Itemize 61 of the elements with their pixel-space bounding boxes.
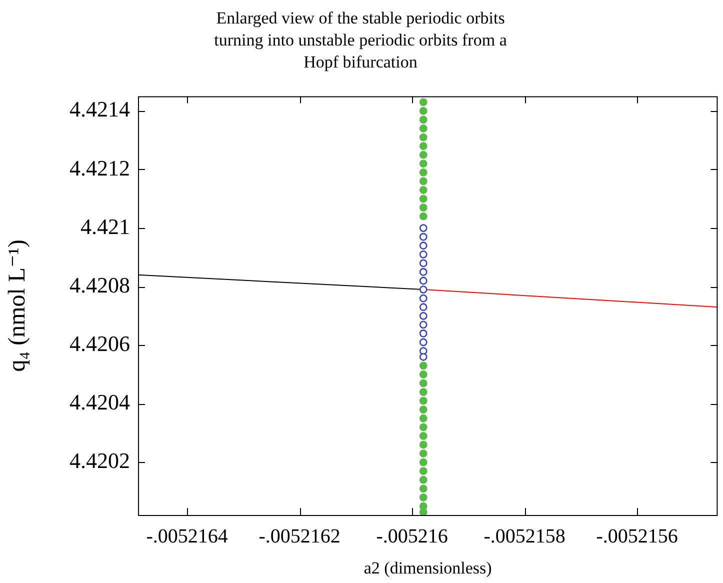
point	[419, 467, 428, 476]
x-tick-label: -.0052158	[484, 525, 566, 548]
x-tick-label: -.0052164	[146, 525, 228, 548]
point	[419, 508, 428, 515]
point	[419, 294, 428, 302]
point	[419, 303, 428, 312]
point	[419, 268, 428, 276]
point	[419, 250, 428, 258]
point	[419, 224, 428, 232]
point	[419, 186, 428, 194]
point	[419, 312, 428, 320]
point	[419, 194, 428, 203]
x-tick-label: -.0052156	[596, 525, 678, 548]
point	[419, 286, 428, 294]
point	[419, 124, 428, 132]
y-tick-label: 4.4204	[70, 390, 130, 415]
y-tick-label: 4.4212	[70, 155, 130, 180]
point	[419, 177, 428, 186]
point	[419, 476, 428, 484]
point	[419, 276, 428, 285]
point	[419, 379, 428, 388]
point	[419, 396, 428, 405]
point	[419, 414, 428, 422]
point	[419, 440, 428, 449]
point	[419, 142, 428, 150]
point	[419, 362, 428, 370]
x-tick-label: -.0052162	[258, 525, 340, 548]
point	[419, 212, 428, 220]
y-tick-label: 4.4208	[70, 272, 130, 298]
point	[419, 116, 428, 124]
y-tick-label: 4.421	[80, 214, 130, 239]
y-tick-label: 4.4214	[70, 96, 130, 122]
point	[419, 320, 428, 329]
point	[419, 98, 428, 106]
point	[419, 338, 428, 346]
point	[419, 232, 428, 241]
y-axis-title: q₄ (nmol L⁻¹)	[4, 240, 31, 372]
point	[419, 450, 428, 458]
point	[419, 432, 428, 440]
point	[419, 150, 428, 159]
chart-title: Enlarged view of the stable periodic orbits turning into unstable periodic orbits from a Hopf bifurcation	[214, 8, 508, 72]
point	[419, 370, 428, 378]
point	[419, 259, 428, 268]
point	[419, 242, 428, 250]
point	[419, 133, 428, 142]
y-tick-label: 4.4202	[70, 448, 130, 474]
point	[419, 388, 428, 396]
x-axis-title: a2 (dimensionless)	[364, 558, 492, 578]
point	[419, 458, 428, 466]
point	[419, 168, 428, 176]
point	[419, 204, 428, 212]
point	[419, 352, 428, 361]
x-tick-label: -.005216	[376, 525, 448, 548]
y-tick-label: 4.4206	[70, 330, 130, 356]
point	[419, 330, 428, 338]
point	[419, 493, 428, 502]
point	[419, 160, 428, 168]
point	[419, 406, 428, 414]
point	[419, 423, 428, 432]
point	[419, 484, 428, 493]
point	[419, 106, 428, 115]
